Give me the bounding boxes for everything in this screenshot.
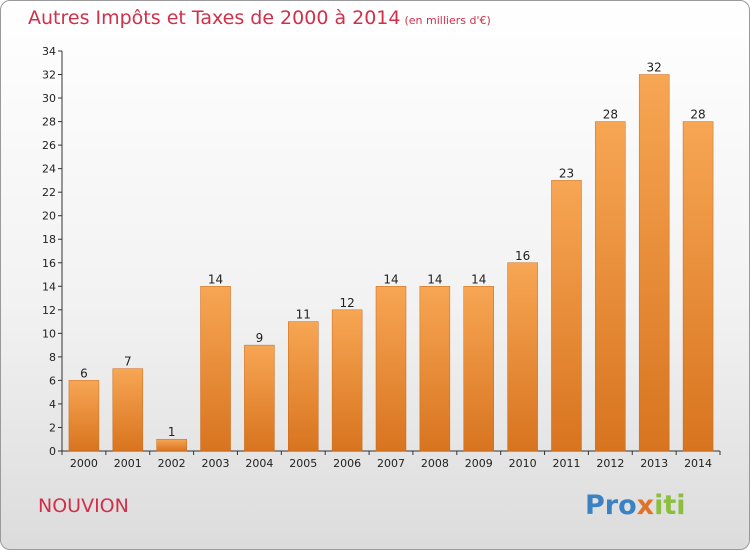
x-tick-label: 2003 (202, 457, 230, 470)
logo-part-2: x (636, 490, 655, 521)
bar (200, 286, 231, 452)
y-tick-label: 20 (42, 210, 56, 223)
x-tick-label: 2008 (421, 457, 449, 470)
x-tick-label: 2011 (552, 457, 580, 470)
bar (463, 286, 494, 452)
title-main: Autres Impôts et Taxes de 2000 à 2014 (28, 7, 401, 29)
bar (156, 438, 187, 452)
bar-value-label: 23 (559, 166, 574, 180)
y-tick-label: 22 (42, 186, 56, 199)
bar-value-label: 28 (690, 108, 705, 122)
bar (682, 121, 714, 452)
bar-value-label: 1 (168, 425, 176, 439)
bar (595, 121, 626, 452)
x-axis: 2000 2001 2002 2003 2004 2005 2006 2007 2008 2009… (61, 450, 721, 470)
y-tick-label: 14 (42, 280, 56, 293)
y-tick-label: 30 (42, 92, 56, 105)
bar-value-label: 14 (427, 272, 442, 286)
value-labels: 6 7 1 14 9 11 12 14 14 14 16 23 28 32 28 (80, 61, 706, 440)
bar (507, 262, 538, 452)
bar-value-label: 28 (603, 108, 618, 122)
x-tick-label: 2007 (377, 457, 405, 470)
bar (638, 74, 670, 452)
logo-part-3: iti (654, 490, 686, 521)
x-tick-label: 2014 (684, 457, 712, 470)
bar-value-label: 9 (256, 331, 264, 345)
y-tick-label: 34 (42, 45, 56, 58)
y-tick-label: 8 (49, 351, 56, 364)
y-tick-label: 18 (42, 233, 56, 246)
x-tick-label: 2009 (465, 457, 493, 470)
bar-value-label: 14 (383, 272, 398, 286)
bars (68, 74, 714, 452)
y-tick-label: 26 (42, 139, 56, 152)
x-tick-label: 2001 (114, 457, 142, 470)
logo-part-1: Pro (585, 490, 637, 521)
bar-value-label: 12 (339, 296, 354, 310)
bar (375, 286, 407, 452)
bar-value-label: 14 (471, 272, 486, 286)
commune-name: NOUVION (38, 495, 129, 517)
bar-value-label: 11 (296, 308, 311, 322)
x-tick-label: 2012 (596, 457, 624, 470)
y-tick-label: 10 (42, 327, 56, 340)
bar-value-label: 32 (647, 61, 662, 75)
bar (68, 380, 100, 452)
y-tick-label: 2 (49, 421, 56, 434)
bar-value-label: 14 (208, 272, 223, 286)
bar-value-label: 16 (515, 249, 530, 263)
bar (331, 309, 363, 452)
bar (551, 180, 582, 452)
x-tick-label: 2013 (640, 457, 668, 470)
y-tick-label: 6 (49, 374, 56, 387)
y-tick-label: 28 (42, 116, 56, 129)
x-tick-label: 2010 (509, 457, 537, 470)
title-unit: (en milliers d'€) (404, 14, 491, 27)
y-tick-label: 4 (49, 398, 56, 411)
x-tick-label: 2002 (158, 457, 186, 470)
x-tick-label: 2004 (245, 457, 273, 470)
bar (244, 344, 275, 452)
x-tick-label: 2005 (289, 457, 317, 470)
y-tick-label: 16 (42, 257, 56, 270)
bar-value-label: 6 (80, 366, 88, 380)
proxiti-logo: Proxiti (585, 490, 686, 521)
chart-title: Autres Impôts et Taxes de 2000 à 2014 (en… (28, 7, 491, 29)
x-tick-label: 2006 (333, 457, 361, 470)
y-tick-label: 0 (49, 445, 56, 458)
y-tick-label: 32 (42, 69, 56, 82)
bar (288, 321, 319, 452)
y-tick-label: 24 (42, 163, 56, 176)
y-tick-label: 12 (42, 304, 56, 317)
x-tick-label: 2000 (70, 457, 98, 470)
bar (419, 286, 451, 452)
bar-value-label: 7 (124, 355, 132, 369)
bar (112, 368, 144, 452)
